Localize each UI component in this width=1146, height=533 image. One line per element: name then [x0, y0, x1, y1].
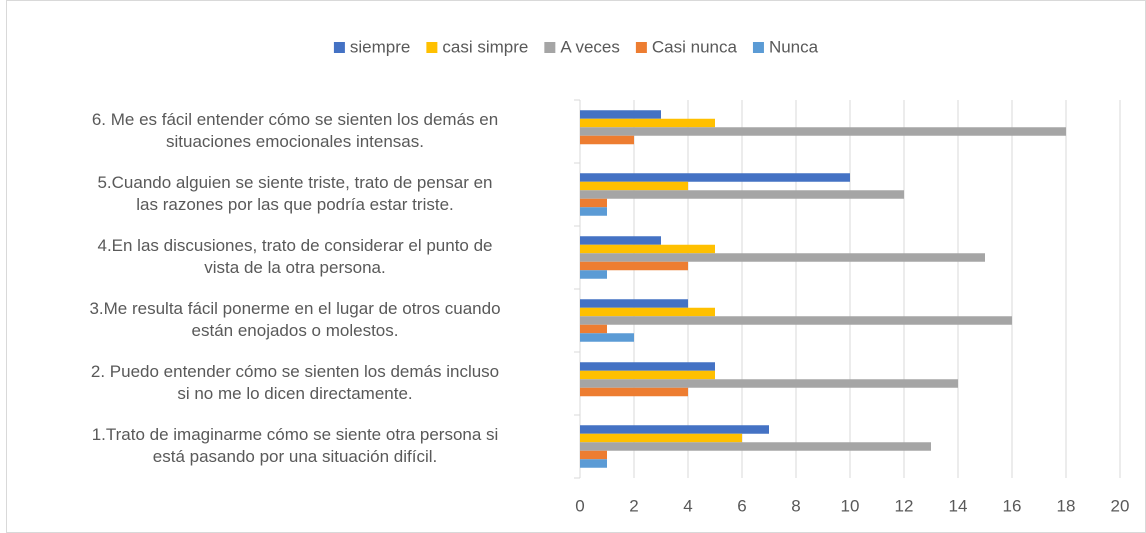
bar — [580, 324, 607, 334]
bar — [580, 236, 661, 245]
category-label: 5.Cuando alguien se siente triste, trato… — [97, 173, 492, 192]
legend-swatch — [752, 42, 764, 53]
category-label: 4.En las discusiones, trato de considera… — [97, 236, 492, 255]
bar — [580, 198, 607, 208]
legend: siempre casi simpre A veces Casi nunca Nunca — [333, 37, 819, 56]
category-label: vista de la otra persona. — [204, 258, 385, 277]
bar — [580, 370, 715, 380]
legend-label: casi simpre — [442, 37, 528, 56]
bar — [580, 316, 1012, 325]
bar — [580, 333, 634, 342]
chart-border — [6, 0, 1146, 533]
bar — [580, 425, 769, 434]
x-tick-label: 10 — [841, 496, 860, 515]
x-tick-label: 20 — [1111, 496, 1130, 515]
bar — [580, 181, 688, 191]
legend-label: A veces — [560, 37, 620, 56]
x-tick-label: 0 — [575, 496, 584, 515]
category-label: están enojados o molestos. — [192, 321, 399, 340]
legend-swatch — [426, 42, 438, 53]
bar — [580, 387, 688, 397]
category-label: 2. Puedo entender cómo se sienten los de… — [91, 362, 499, 381]
bar — [580, 253, 985, 262]
legend-label: Casi nunca — [652, 37, 738, 56]
bar — [580, 307, 715, 317]
bar — [580, 362, 715, 371]
bar — [580, 118, 715, 128]
bar — [580, 244, 715, 254]
bar — [580, 135, 634, 145]
bar — [580, 270, 607, 279]
legend-label: siempre — [350, 37, 410, 56]
category-label: situaciones emocionales intensas. — [166, 132, 424, 151]
category-label: 6. Me es fácil entender cómo se sienten … — [92, 110, 498, 129]
x-tick-label: 16 — [1003, 496, 1022, 515]
bar — [580, 190, 904, 199]
category-label: 3.Me resulta fácil ponerme en el lugar d… — [89, 299, 500, 318]
category-label: está pasando por una situación difícil. — [153, 447, 437, 466]
bar — [580, 450, 607, 460]
category-label: si no me lo dicen directamente. — [177, 384, 412, 403]
bar — [580, 299, 688, 308]
bar — [580, 173, 850, 182]
x-tick-label: 14 — [949, 496, 968, 515]
bar — [580, 127, 1066, 136]
legend-swatch — [635, 42, 647, 53]
legend-label: Nunca — [769, 37, 819, 56]
bar — [580, 110, 661, 119]
x-tick-label: 8 — [791, 496, 800, 515]
x-tick-label: 12 — [895, 496, 914, 515]
x-tick-label: 4 — [683, 496, 692, 515]
x-tick-label: 2 — [629, 496, 638, 515]
category-label: 1.Trato de imaginarme cómo se siente otr… — [92, 425, 499, 444]
bar — [580, 433, 742, 443]
bar — [580, 207, 607, 216]
bar — [580, 442, 931, 451]
legend-swatch — [333, 42, 345, 53]
legend-swatch — [544, 42, 556, 53]
x-tick-label: 18 — [1057, 496, 1076, 515]
category-label: las razones por las que podría estar tri… — [136, 195, 454, 214]
bar — [580, 261, 688, 271]
bar — [580, 379, 958, 388]
bar — [580, 459, 607, 468]
x-tick-label: 6 — [737, 496, 746, 515]
